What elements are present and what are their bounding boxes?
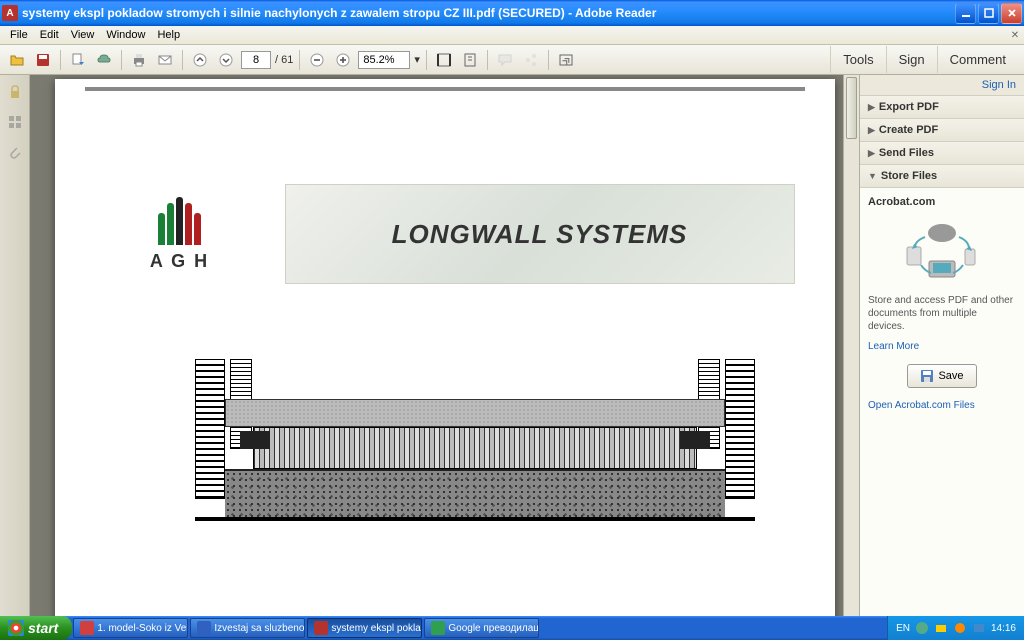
window-titlebar: A systemy ekspl pokladow stromych i siln… [0,0,1024,26]
thumbnails-icon[interactable] [6,113,24,131]
print-icon[interactable] [128,49,150,71]
tray-icon-2[interactable] [934,621,948,635]
start-button[interactable]: start [0,616,72,640]
menu-edit[interactable]: Edit [34,27,65,43]
create-pdf-section[interactable]: ▶Create PDF [860,119,1024,142]
maximize-button[interactable] [978,3,999,24]
acrobat-com-label: Acrobat.com [868,196,1016,208]
share-icon[interactable] [520,49,542,71]
page-top-rule [85,87,805,91]
windows-taskbar: start 1. model-Soko iz Vele...Izvestaj s… [0,616,1024,640]
open-icon[interactable] [6,49,28,71]
cloud-sync-icon [868,216,1016,286]
pdf-page: A G H LONGWALL SYSTEMS [55,79,835,616]
zoom-input[interactable] [358,51,410,69]
tray-icon-4[interactable] [972,621,986,635]
tools-panel: Sign In ▶Export PDF ▶Create PDF ▶Send Fi… [859,75,1024,616]
menu-file[interactable]: File [4,27,34,43]
export-pdf-section[interactable]: ▶Export PDF [860,96,1024,119]
agh-logo-text: A G H [135,251,225,272]
taskbar-item[interactable]: Izvestaj sa sluzbenog... [190,618,305,638]
tools-tab[interactable]: Tools [830,46,885,73]
app-icon: A [2,5,18,21]
zoom-in-icon[interactable] [332,49,354,71]
menu-view[interactable]: View [65,27,101,43]
open-acrobat-files-link[interactable]: Open Acrobat.com Files [868,400,1016,411]
save-button[interactable]: Save [907,364,976,388]
tray-icon-3[interactable] [953,621,967,635]
toolbar: / 61 ▾ Tools Sign Comment [0,45,1024,75]
vertical-scrollbar[interactable] [843,75,859,616]
save-disk-icon [920,369,934,383]
slide-title: LONGWALL SYSTEMS [285,184,795,284]
page-number-input[interactable] [241,51,271,69]
document-area: A G H LONGWALL SYSTEMS [30,75,859,616]
fit-width-icon[interactable] [433,49,455,71]
zoom-out-icon[interactable] [306,49,328,71]
sign-in-link[interactable]: Sign In [860,75,1024,96]
lock-icon[interactable] [6,83,24,101]
menu-help[interactable]: Help [151,27,186,43]
minimize-button[interactable] [955,3,976,24]
taskbar-item[interactable]: systemy ekspl poklad... [307,618,422,638]
send-files-section[interactable]: ▶Send Files [860,142,1024,165]
email-icon[interactable] [154,49,176,71]
page-down-icon[interactable] [215,49,237,71]
learn-more-link[interactable]: Learn More [868,341,1016,352]
read-mode-icon[interactable] [555,49,577,71]
tray-icon-1[interactable] [915,621,929,635]
store-files-description: Store and access PDF and other documents… [868,294,1016,333]
menu-close-icon[interactable]: ✕ [1008,28,1022,42]
page-total-label: / 61 [275,54,293,66]
left-sidebar [0,75,30,616]
agh-logo: A G H [135,197,225,272]
system-tray[interactable]: EN 14:16 [887,616,1024,640]
taskbar-item[interactable]: Google преводилац -... [424,618,539,638]
cloud-icon[interactable] [93,49,115,71]
fit-page-icon[interactable] [459,49,481,71]
comment-icon[interactable] [494,49,516,71]
taskbar-item[interactable]: 1. model-Soko iz Vele... [73,618,188,638]
export-icon[interactable] [67,49,89,71]
longwall-diagram [195,359,755,534]
zoom-dropdown-icon[interactable]: ▾ [414,53,420,66]
menu-bar: File Edit View Window Help ✕ [0,26,1024,45]
menu-window[interactable]: Window [100,27,151,43]
sign-tab[interactable]: Sign [886,46,937,73]
language-indicator[interactable]: EN [896,623,910,634]
close-button[interactable] [1001,3,1022,24]
store-files-section[interactable]: ▼Store Files [860,165,1024,188]
save-icon[interactable] [32,49,54,71]
attachment-icon[interactable] [6,143,24,161]
clock[interactable]: 14:16 [991,623,1016,634]
comment-tab[interactable]: Comment [937,46,1018,73]
page-up-icon[interactable] [189,49,211,71]
window-title: systemy ekspl pokladow stromych i silnie… [22,6,955,20]
